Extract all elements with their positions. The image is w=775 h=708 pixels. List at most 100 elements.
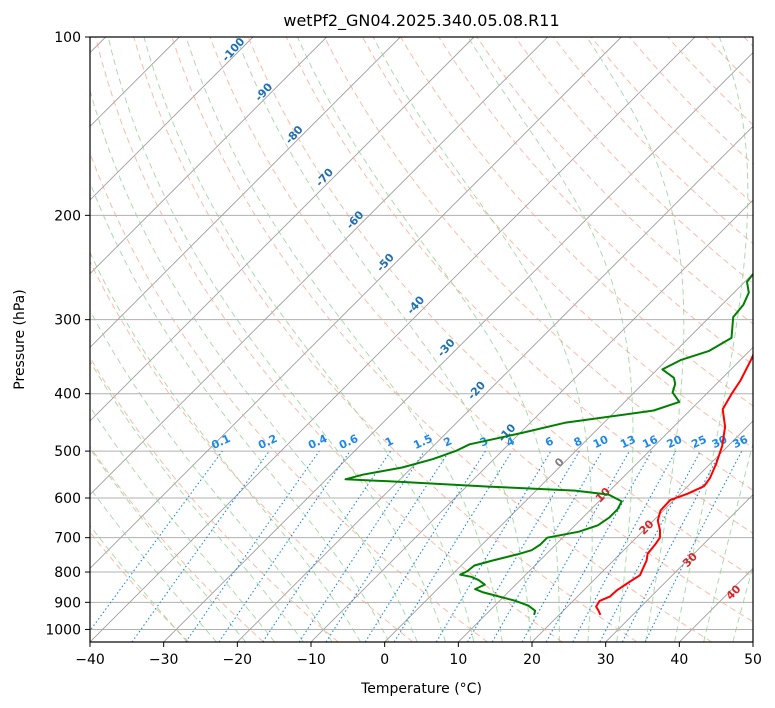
moist-adiabat — [90, 447, 247, 642]
mixing-ratio-label: 6 — [543, 434, 556, 449]
mixing-ratio-label: 0.1 — [209, 432, 232, 452]
y-tick-label: 900 — [54, 595, 81, 611]
y-tick-label: 700 — [54, 531, 81, 547]
chart-title: wetPf2_GN04.2025.340.05.08.R11 — [283, 11, 559, 31]
moist-adiabat — [467, 37, 634, 642]
dewpoint-profile-line — [344, 272, 753, 616]
x-tick-label: −20 — [223, 652, 253, 668]
isotherm-gridline — [310, 199, 753, 642]
isotherm-gridline — [163, 52, 753, 642]
x-tick-label: 50 — [744, 652, 762, 668]
y-tick-label: 800 — [54, 565, 81, 581]
mixing-ratio-label: 16 — [640, 433, 660, 451]
y-tick-label: 500 — [54, 444, 81, 460]
dry-adiabat-label: -80 — [283, 123, 306, 147]
isotherm-gridline — [90, 37, 401, 348]
mixing-ratio-line — [364, 450, 486, 642]
y-tick-label: 600 — [54, 491, 81, 507]
x-tick-label: −30 — [149, 652, 179, 668]
dry-adiabat — [514, 37, 753, 285]
moist-adiabat — [674, 37, 749, 642]
x-tick-label: −40 — [75, 652, 105, 668]
isotherm-gridline — [237, 125, 753, 642]
moist-adiabat — [90, 360, 304, 642]
dry-adiabat-label: -10 — [496, 421, 519, 445]
dry-adiabat — [90, 445, 264, 642]
dry-adiabat — [438, 37, 753, 366]
isotherm-gridline — [90, 37, 622, 569]
mixing-ratio-line — [644, 450, 743, 642]
dry-adiabat — [476, 37, 753, 325]
dry-adiabat-label: -40 — [404, 293, 427, 317]
isotherm-gridline — [90, 37, 327, 275]
mixing-ratio-line — [572, 450, 677, 642]
dry-adiabat — [705, 37, 753, 87]
mixing-ratio-line — [185, 450, 320, 642]
isotherm-gridline — [90, 37, 696, 642]
y-tick-label: 400 — [54, 387, 81, 403]
mixing-ratio-line — [131, 450, 270, 642]
dry-adiabat — [323, 37, 753, 491]
isotherm-gridline — [458, 346, 753, 642]
mixing-ratio-line — [393, 450, 513, 642]
moist-adiabat — [732, 564, 753, 642]
mixing-ratio-label: 8 — [572, 434, 584, 449]
dry-adiabat-label: -70 — [313, 165, 336, 189]
moist-adiabat — [143, 37, 475, 642]
moist-adiabat — [90, 88, 418, 642]
mixing-ratio-label: 13 — [618, 433, 637, 451]
dry-adiabat — [90, 151, 488, 642]
isotherm-gridline — [605, 494, 753, 642]
dry-adiabat — [95, 37, 563, 642]
moist-adiabat — [90, 405, 276, 642]
x-tick-label: 0 — [380, 652, 389, 668]
moist-adiabat — [586, 37, 685, 642]
moist-adiabat — [107, 37, 447, 642]
mixing-ratio-label: 1.5 — [411, 432, 434, 452]
isotherm-gridline — [90, 37, 548, 496]
x-tick-label: 40 — [670, 652, 688, 668]
y-axis-label: Pressure (hPa) — [12, 289, 28, 389]
dry-adiabat-label: -30 — [435, 336, 458, 360]
mixing-ratio-line — [90, 450, 223, 632]
dry-adiabat — [90, 260, 414, 642]
moist-adiabat — [90, 251, 362, 642]
mixing-ratio-label: 0.2 — [256, 432, 279, 452]
moist-adiabat — [90, 309, 333, 642]
moist-adiabat — [297, 37, 560, 642]
mixing-ratio-label: 36 — [731, 433, 751, 451]
dry-adiabat-label: -20 — [465, 378, 488, 402]
mixing-ratio-line — [262, 450, 392, 642]
y-tick-label: 1000 — [45, 622, 81, 638]
mixing-ratio-line — [545, 450, 653, 642]
x-tick-label: 30 — [597, 652, 615, 668]
moist-adiabat — [235, 37, 532, 642]
dry-adiabat — [90, 356, 339, 642]
mixing-ratio-line — [218, 450, 351, 642]
mixing-ratio-label: 20 — [665, 433, 685, 451]
moist-adiabat-label: 40 — [724, 582, 744, 602]
x-tick-label: 10 — [449, 652, 467, 668]
temperature-profile-line — [595, 352, 753, 616]
mixing-ratio-label: 2 — [442, 434, 454, 449]
x-tick-label: −10 — [296, 652, 326, 668]
dry-adiabat — [247, 37, 753, 578]
dry-adiabat — [743, 37, 753, 47]
y-tick-label: 300 — [54, 313, 81, 329]
mixing-ratio-line — [467, 450, 580, 642]
moist-adiabat — [703, 441, 753, 642]
mixing-ratio-label: 0.4 — [306, 432, 329, 452]
y-tick-label: 200 — [54, 208, 81, 224]
isotherm-gridline — [752, 641, 753, 642]
dry-adiabat — [171, 37, 712, 642]
moist-adiabat — [90, 524, 188, 642]
moist-adiabat — [185, 37, 503, 642]
mixing-ratio-line — [599, 450, 701, 642]
moist-adiabat — [90, 181, 390, 642]
moist-adiabat — [372, 37, 593, 642]
mixing-ratio-label: 30 — [710, 433, 730, 451]
y-tick-label: 100 — [54, 30, 81, 46]
dry-adiabat — [90, 531, 190, 642]
mixing-ratio-label: 1 — [383, 434, 395, 449]
